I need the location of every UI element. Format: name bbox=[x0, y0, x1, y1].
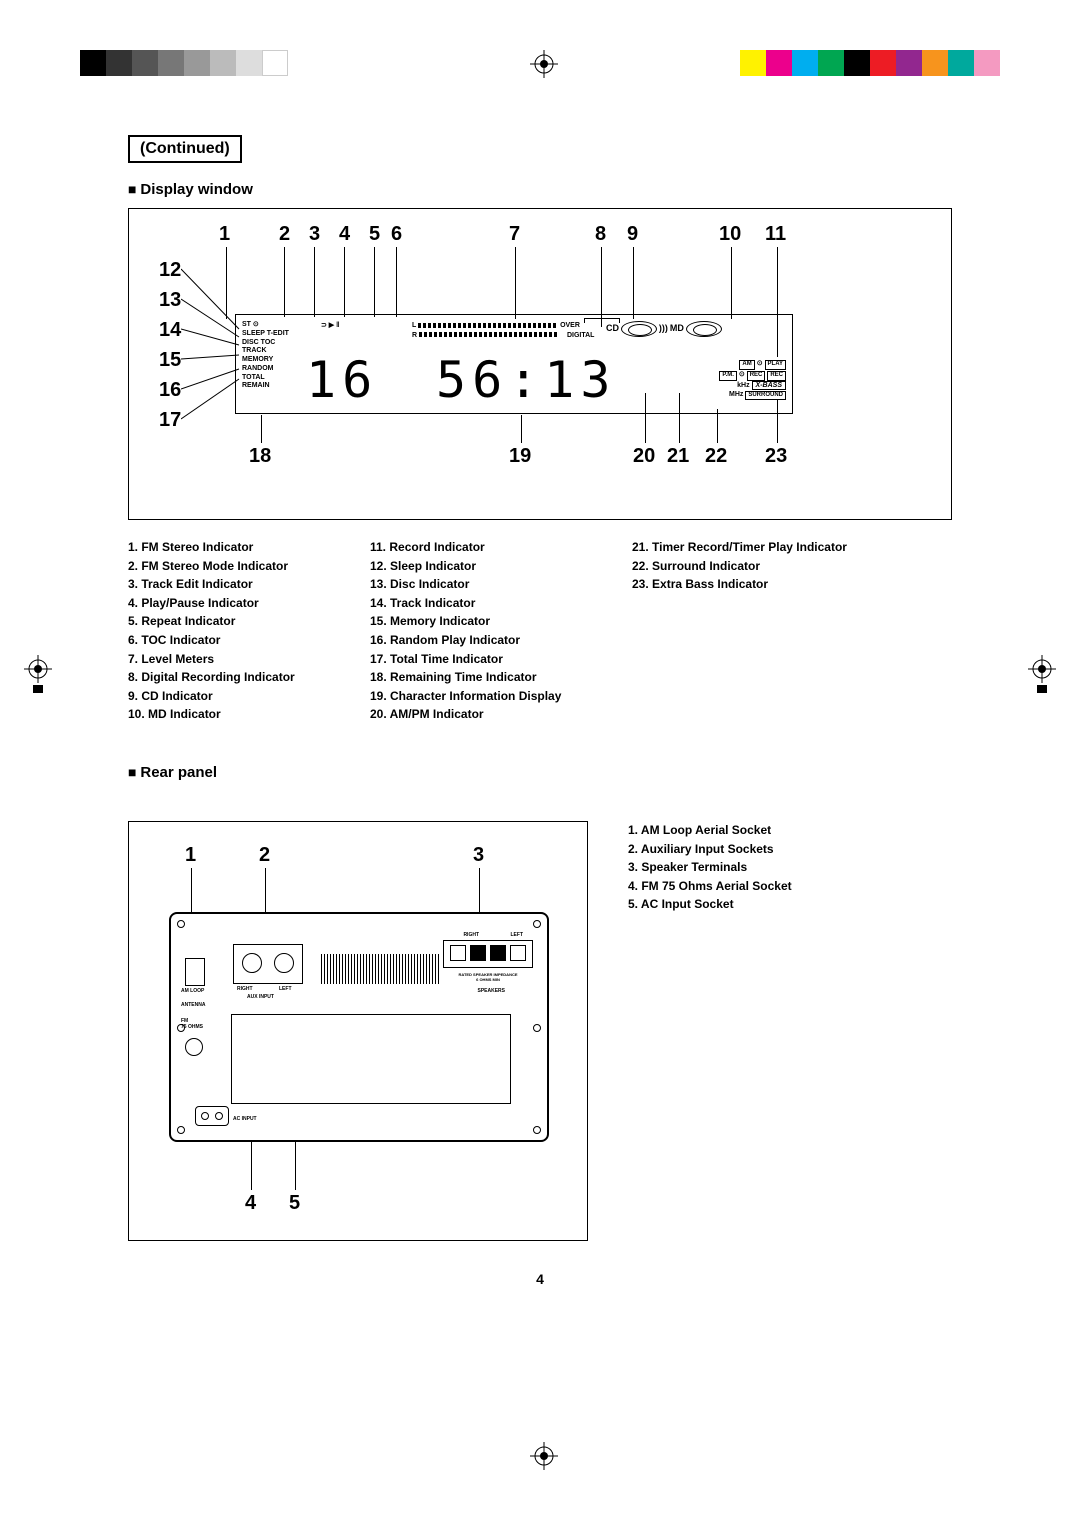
grayscale-swatches bbox=[80, 50, 288, 76]
callout-13: 13 bbox=[159, 289, 181, 312]
rear-panel-list: 1. AM Loop Aerial Socket 2. Auxiliary In… bbox=[628, 821, 792, 1241]
callout-10: 10 bbox=[719, 223, 741, 246]
callout-14: 14 bbox=[159, 319, 181, 342]
indicators-column-2: 11. Record Indicator 12. Sleep Indicator… bbox=[370, 538, 632, 724]
callout-16: 16 bbox=[159, 379, 181, 402]
callout-4: 4 bbox=[339, 223, 350, 246]
callout-3: 3 bbox=[309, 223, 320, 246]
callout-1: 1 bbox=[219, 223, 230, 246]
callout-19: 19 bbox=[509, 445, 531, 468]
indicators-column-3: 21. Timer Record/Timer Play Indicator 22… bbox=[632, 538, 912, 724]
callout-2: 2 bbox=[279, 223, 290, 246]
callout-17: 17 bbox=[159, 409, 181, 432]
rear-callout-5: 5 bbox=[289, 1192, 300, 1215]
callout-20: 20 bbox=[633, 445, 655, 468]
registration-mark-right bbox=[1028, 655, 1056, 700]
rear-callout-4: 4 bbox=[245, 1192, 256, 1215]
ventilation-grille bbox=[321, 954, 441, 984]
display-window-title: Display window bbox=[128, 181, 952, 198]
callout-9: 9 bbox=[627, 223, 638, 246]
callout-21: 21 bbox=[667, 445, 689, 468]
lcd-play-icons: ⊃ ▶ ‖ bbox=[321, 321, 340, 329]
callout-22: 22 bbox=[705, 445, 727, 468]
rear-callout-2: 2 bbox=[259, 844, 270, 867]
registration-mark-top bbox=[530, 50, 558, 83]
page-number: 4 bbox=[128, 1271, 952, 1287]
callout-6: 6 bbox=[391, 223, 402, 246]
lcd-time-display: 56:13 bbox=[436, 351, 617, 409]
callout-5: 5 bbox=[369, 223, 380, 246]
rear-callout-3: 3 bbox=[473, 844, 484, 867]
callout-18: 18 bbox=[249, 445, 271, 468]
speaker-terminals bbox=[443, 940, 533, 968]
left-leader-lines bbox=[181, 259, 241, 429]
lcd-level-meters: L OVER R DIGITAL bbox=[412, 321, 594, 341]
aux-input-block bbox=[233, 944, 303, 984]
ac-input-socket bbox=[195, 1106, 229, 1126]
callout-7: 7 bbox=[509, 223, 520, 246]
callout-8: 8 bbox=[595, 223, 606, 246]
display-window-diagram: 1 2 3 4 5 6 7 8 9 10 11 12 13 14 15 16 1… bbox=[128, 208, 952, 520]
continued-label: (Continued) bbox=[128, 135, 242, 163]
lcd-left-column: ST ⊙ SLEEP T-EDIT DISC TOC TRACK MEMORY … bbox=[242, 321, 289, 391]
rear-callout-1: 1 bbox=[185, 844, 196, 867]
indicators-column-1: 1. FM Stereo Indicator 2. FM Stereo Mode… bbox=[128, 538, 370, 724]
lcd-right-block: CD ))) MD AM ⊙ PLAY P.M. ⊙ REC REC kHz X… bbox=[606, 321, 786, 400]
lcd-track-number: 16 bbox=[306, 351, 378, 409]
lcd-panel: ST ⊙ SLEEP T-EDIT DISC TOC TRACK MEMORY … bbox=[235, 314, 793, 414]
callout-15: 15 bbox=[159, 349, 181, 372]
display-indicator-list: 1. FM Stereo Indicator 2. FM Stereo Mode… bbox=[128, 538, 952, 724]
registration-mark-left bbox=[24, 655, 52, 700]
rear-device-body: AM LOOP ANTENNA FM 75 OHMS RIGHT LEFT AU… bbox=[169, 912, 549, 1142]
process-swatches bbox=[740, 50, 1000, 76]
document-page: (Continued) Display window 1 2 3 4 5 6 7… bbox=[128, 135, 952, 1287]
callout-12: 12 bbox=[159, 259, 181, 282]
callout-23: 23 bbox=[765, 445, 787, 468]
am-loop-socket bbox=[185, 958, 205, 986]
rear-panel-diagram: 1 2 3 4 5 AM LOOP AN bbox=[128, 821, 588, 1241]
fm-aerial-socket bbox=[185, 1038, 203, 1056]
rear-panel-title: Rear panel bbox=[128, 764, 952, 781]
registration-mark-bottom bbox=[530, 1442, 558, 1475]
callout-11: 11 bbox=[765, 223, 786, 246]
